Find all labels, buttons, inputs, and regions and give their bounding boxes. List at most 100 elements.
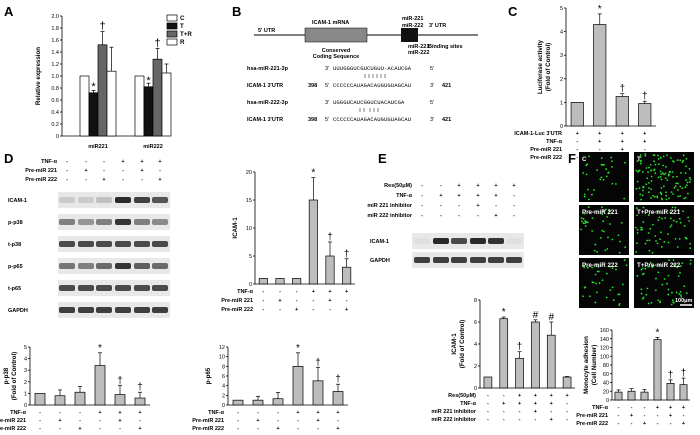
cell-dot [636, 228, 639, 231]
cell-dot [657, 163, 660, 166]
cell-dot [677, 195, 680, 198]
condition-sign: - [503, 409, 505, 415]
cell-dot [689, 178, 692, 181]
y-tick-label: 140 [600, 337, 609, 343]
cell-dot [689, 262, 692, 265]
cell-dot [686, 181, 689, 184]
condition-sign: - [39, 418, 41, 424]
blot-band [134, 307, 150, 313]
condition-sign: - [599, 147, 601, 153]
condition-sign: - [631, 405, 633, 411]
significance-mark: † [154, 37, 160, 49]
cell-dot [648, 249, 651, 252]
cell-dot [661, 172, 664, 174]
condition-sign: - [296, 298, 298, 304]
y-tick-label: 20 [603, 389, 609, 395]
bar [97, 44, 108, 137]
condition-label: Pre-miR 222 [576, 421, 608, 427]
significance-mark: † [344, 249, 350, 260]
cell-dot [652, 194, 655, 197]
condition-sign: + [138, 410, 141, 416]
blot-band [59, 219, 75, 225]
condition-sign: - [262, 298, 264, 304]
cell-dot [582, 295, 584, 298]
cell-dot [605, 272, 608, 275]
blot-d-condition-label: TNF-α [41, 159, 58, 165]
western-blots: TNF-α - - - + + + Pre-miR 221 - + - - + - Pre-miR 222 -… [8, 159, 524, 318]
condition-sign: + [669, 405, 672, 411]
cell-dot [675, 291, 678, 294]
cell-dot [670, 191, 673, 194]
blot-e-sign: + [476, 203, 479, 209]
blot-band [78, 263, 94, 269]
blot-band [488, 257, 504, 263]
blot-d-strip [58, 236, 170, 252]
cell-dot [604, 249, 607, 252]
condition-label: TNF-α [592, 405, 609, 411]
cell-dot [586, 163, 589, 166]
cell-dot [583, 193, 586, 196]
blot-band [451, 238, 467, 244]
cell-dot [680, 172, 682, 174]
cell-dot [654, 172, 657, 175]
condition-sign: - [503, 417, 505, 423]
condition-sign: + [565, 393, 568, 399]
seq-left-end: 3' [325, 66, 329, 72]
chart-d-p-p38: 0 1 2 3 4 5 p-p38 (Fold of Control) * † † TNF-α - - - +… [0, 343, 150, 432]
seq-name: ICAM-1 3'UTR [247, 117, 283, 123]
cell-dot [642, 221, 645, 223]
blot-d-condition-label: Pre-miR 222 [25, 177, 57, 183]
cell-dot [689, 259, 692, 262]
binding-mir222-label: miR-222 [408, 50, 429, 56]
cell-dot [602, 178, 605, 181]
cell-dot [601, 206, 603, 209]
blot-band [115, 197, 131, 203]
condition-sign: - [312, 298, 314, 304]
cell-dot [682, 154, 685, 157]
bar [34, 393, 46, 406]
seq-text: CCCCCCAUAGACAUGUGUAGCAU [333, 82, 411, 89]
blot-band [78, 241, 94, 247]
cell-dot [646, 177, 649, 180]
condition-sign: - [576, 139, 578, 145]
bar [627, 390, 636, 401]
blot-band [152, 197, 168, 203]
blot-e-sign: - [477, 213, 479, 219]
condition-label: TNF-α [460, 401, 477, 407]
legend-swatch [166, 22, 178, 30]
bar [232, 399, 244, 406]
cell-dot [649, 163, 652, 166]
cell-dot [662, 164, 665, 167]
cell-dot [587, 198, 590, 201]
cell-dot [680, 295, 683, 298]
cell-dot [654, 289, 657, 292]
condition-sign: + [118, 410, 121, 416]
significance-mark: * [311, 168, 315, 179]
cell-dot [595, 291, 598, 294]
cell-dot [636, 274, 639, 277]
condition-sign: + [534, 409, 537, 415]
cell-dot [621, 283, 624, 286]
blot-band [152, 285, 168, 291]
blot-band [115, 241, 131, 247]
cell-dot [636, 232, 639, 234]
seq-text: UUUGGGUCGUCUGUU-ACAUCGA [333, 65, 412, 72]
cell-dot [673, 301, 675, 304]
cell-dot [594, 243, 597, 246]
condition-sign: - [317, 426, 319, 432]
cell-dot [676, 182, 679, 185]
panel-label-f: F [568, 151, 576, 166]
condition-sign: - [39, 410, 41, 416]
cell-dot [667, 174, 670, 177]
condition-label: miR 222 inhibitor [431, 417, 476, 423]
cell-dot [665, 191, 667, 194]
cell-dot [591, 266, 594, 269]
cell-dot [641, 194, 644, 197]
cell-dot [678, 292, 681, 295]
blot-band [134, 241, 150, 247]
cell-dot [685, 179, 687, 182]
condition-sign: - [257, 426, 259, 432]
cell-dot [640, 288, 643, 291]
blot-d-strip [58, 258, 170, 274]
condition-sign: - [237, 410, 239, 416]
